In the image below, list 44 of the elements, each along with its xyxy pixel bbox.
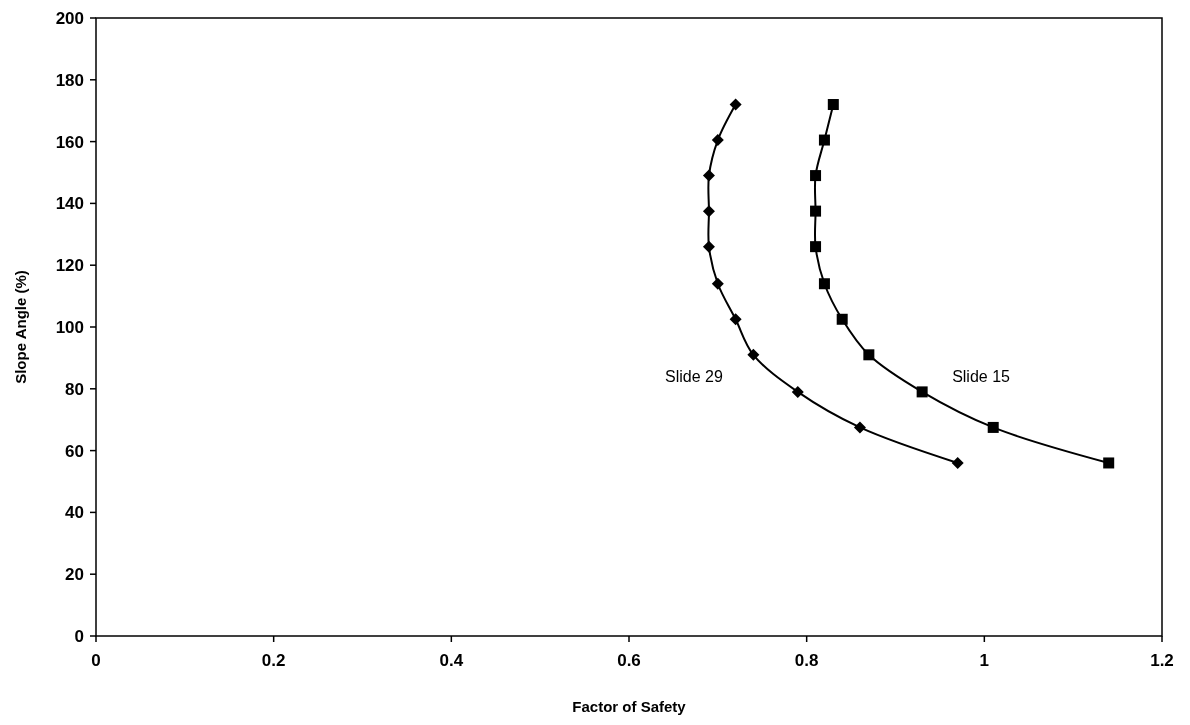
point — [853, 421, 866, 434]
y-tick-label: 200 — [55, 8, 84, 28]
point — [836, 313, 848, 325]
y-tick-label: 140 — [55, 194, 84, 214]
point — [711, 134, 724, 147]
y-tick-label: 120 — [55, 256, 84, 276]
y-tick-label: 160 — [55, 132, 84, 152]
point — [810, 205, 822, 217]
series-label: Slide 15 — [952, 367, 1011, 385]
y-tick-label: 60 — [65, 441, 84, 461]
y-tick-label: 0 — [74, 626, 84, 646]
point — [810, 241, 822, 253]
point — [916, 386, 928, 398]
x-tick-label: 0 — [91, 651, 101, 670]
point — [863, 349, 875, 361]
y-axis-title: Slope Angle (%) — [12, 270, 29, 384]
x-tick-label: 0.4 — [439, 651, 464, 670]
point — [810, 170, 822, 182]
point — [729, 313, 742, 326]
x-tick-label: 0.2 — [261, 651, 286, 670]
point — [702, 240, 715, 253]
point — [702, 205, 715, 218]
point — [827, 99, 839, 111]
x-tick-label: 0.8 — [794, 651, 819, 670]
point — [951, 456, 964, 469]
y-tick-label: 40 — [65, 503, 84, 523]
x-tick-label: 1.2 — [1150, 651, 1174, 670]
y-tick-label: 100 — [55, 317, 84, 337]
y-tick-label: 80 — [65, 379, 84, 399]
x-axis-title: Factor of Safety — [572, 698, 687, 715]
point — [818, 278, 830, 290]
point — [818, 134, 830, 146]
point — [1103, 457, 1115, 469]
point — [791, 385, 804, 398]
y-tick-label: 180 — [55, 70, 84, 90]
point — [987, 421, 999, 433]
point — [711, 277, 724, 290]
point — [729, 98, 742, 111]
x-tick-label: 0.6 — [617, 651, 641, 670]
series-label: Slide 29 — [664, 367, 723, 385]
point — [747, 348, 760, 361]
point — [702, 169, 715, 182]
y-tick-label: 20 — [65, 565, 84, 585]
x-tick-label: 1 — [979, 651, 990, 670]
